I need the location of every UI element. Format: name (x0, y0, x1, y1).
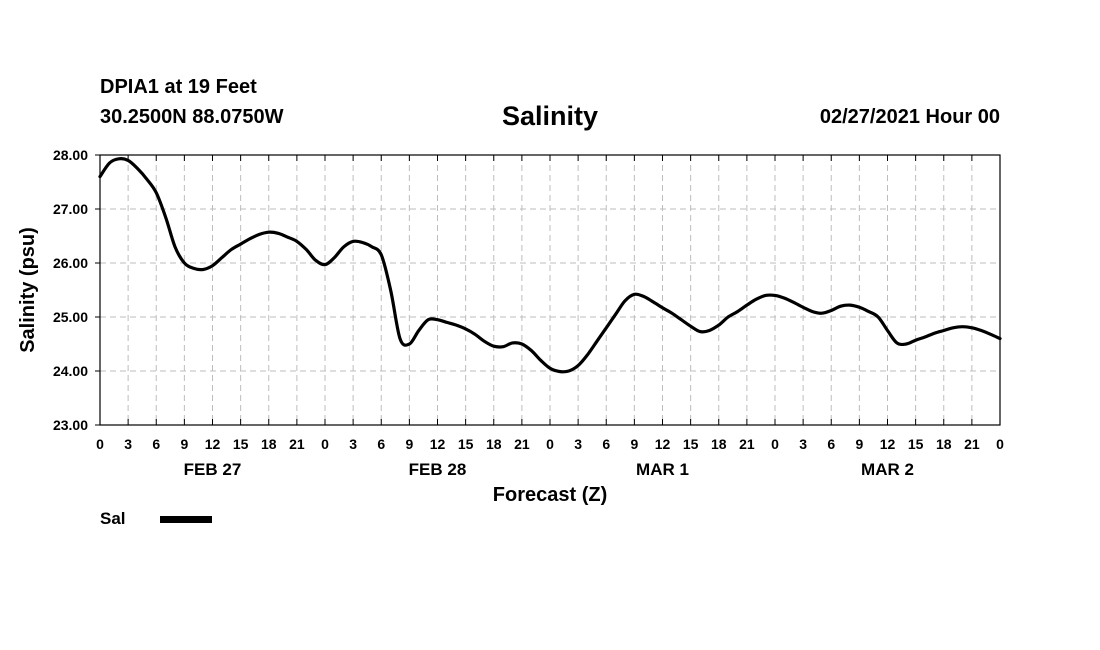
x-tick-label: 18 (936, 436, 952, 452)
x-tick-label: 15 (458, 436, 474, 452)
station-coordinates: 30.2500N 88.0750W (100, 106, 284, 128)
axis-ticks (95, 154, 1001, 426)
x-tick-label: 0 (546, 436, 554, 452)
y-tick-label: 25.00 (53, 309, 88, 325)
y-axis-title: Salinity (psu) (17, 227, 39, 353)
x-tick-label: 18 (486, 436, 502, 452)
x-tick-label: 12 (880, 436, 896, 452)
x-tick-label: 3 (799, 436, 807, 452)
x-tick-label: 6 (827, 436, 835, 452)
x-tick-label: 0 (96, 436, 104, 452)
station-name: DPIA1 at 19 Feet (100, 76, 257, 98)
x-tick-label: 0 (321, 436, 329, 452)
y-tick-label: 24.00 (53, 363, 88, 379)
x-tick-label: 0 (996, 436, 1004, 452)
plot-frame (99, 154, 1001, 426)
x-tick-label: 3 (574, 436, 582, 452)
x-tick-label: 18 (261, 436, 277, 452)
date-label: FEB 27 (184, 460, 242, 479)
x-tick-label: 21 (964, 436, 980, 452)
x-tick-label: 12 (430, 436, 446, 452)
x-tick-label: 12 (655, 436, 671, 452)
x-axis-title: Forecast (Z) (493, 484, 607, 506)
x-tick-label: 0 (771, 436, 779, 452)
x-tick-labels: 0 3 6 9 12 15 18 21 0 3 6 9 12 15 18 21 0 3 6 9 12 15 18 21 0 3 6 9… (96, 436, 1004, 452)
y-tick-label: 26.00 (53, 255, 88, 271)
x-tick-label: 9 (855, 436, 863, 452)
x-tick-label: 9 (180, 436, 188, 452)
series-line-sal (98, 157, 1002, 374)
x-tick-label: 9 (405, 436, 413, 452)
x-tick-label: 21 (289, 436, 305, 452)
date-labels: FEB 27 FEB 28 MAR 1 MAR 2 (184, 460, 914, 479)
x-tick-label: 3 (349, 436, 357, 452)
x-tick-label: 6 (377, 436, 385, 452)
x-tick-label: 15 (683, 436, 699, 452)
y-tick-label: 27.00 (53, 201, 88, 217)
y-tick-label: 28.00 (53, 147, 88, 163)
x-tick-label: 9 (630, 436, 638, 452)
forecast-datetime: 02/27/2021 Hour 00 (819, 106, 1000, 128)
x-tick-label: 12 (205, 436, 221, 452)
x-tick-label: 18 (711, 436, 727, 452)
chart-title: Salinity (501, 101, 599, 131)
x-tick-label: 15 (908, 436, 924, 452)
x-tick-label: 15 (233, 436, 249, 452)
legend-label: Sal (100, 509, 126, 528)
legend-swatch (160, 516, 212, 523)
x-tick-label: 21 (514, 436, 530, 452)
y-tick-label: 23.00 (53, 417, 88, 433)
y-tick-labels: 23.00 24.00 25.00 26.00 27.00 28.00 (53, 147, 88, 433)
date-label: MAR 1 (636, 460, 689, 479)
date-label: MAR 2 (861, 460, 914, 479)
x-tick-label: 21 (739, 436, 755, 452)
x-tick-label: 3 (124, 436, 132, 452)
date-label: FEB 28 (409, 460, 467, 479)
grid-lines (100, 155, 1000, 425)
x-tick-label: 6 (602, 436, 610, 452)
x-tick-label: 6 (152, 436, 160, 452)
